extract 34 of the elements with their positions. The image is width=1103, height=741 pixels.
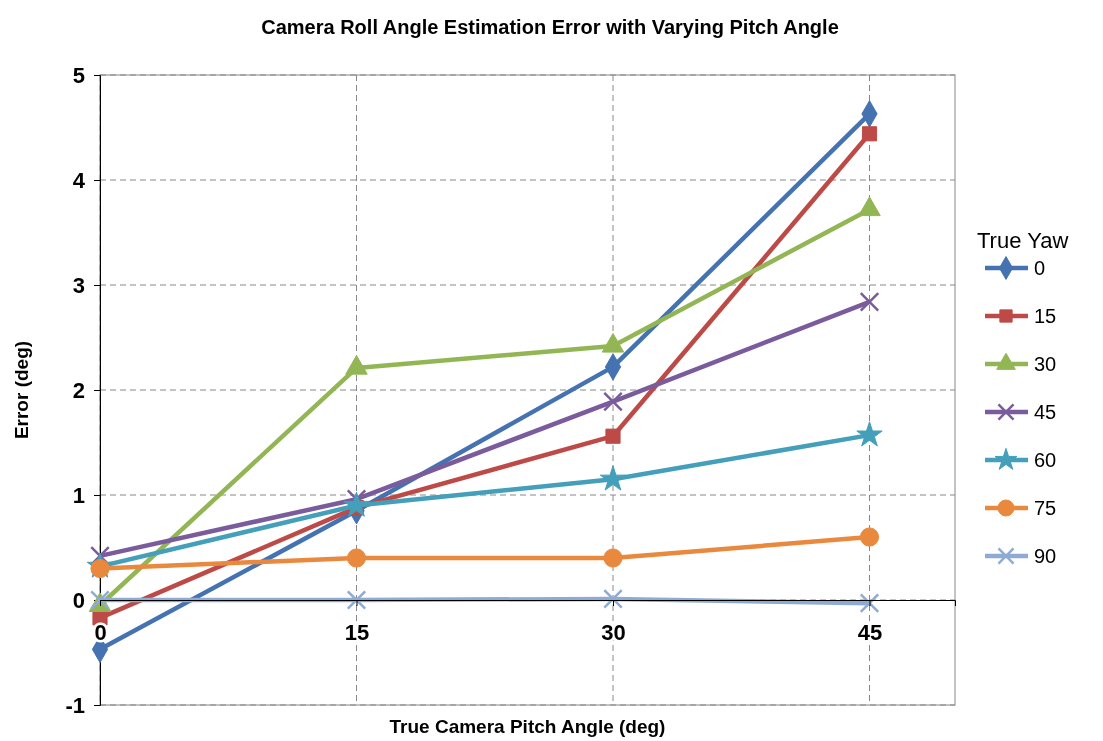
legend-label: 45: [1034, 401, 1057, 423]
y-tick-label: 3: [72, 272, 85, 298]
point: [856, 421, 883, 447]
point: [603, 588, 623, 609]
y-tick-label: 1: [72, 482, 85, 508]
point: [346, 548, 367, 568]
point: [599, 465, 627, 491]
y-axis-title: Error (deg): [11, 340, 32, 440]
legend-label: 30: [1034, 353, 1057, 375]
x-tick-label: 30: [601, 619, 626, 645]
y-tick-label: 4: [72, 167, 86, 193]
point: [603, 548, 623, 568]
legend-label: 15: [1034, 305, 1057, 327]
legend-label: 60: [1034, 449, 1057, 471]
y-tick-label: 0: [72, 587, 85, 613]
point: [859, 291, 880, 312]
legend-label: 75: [1034, 497, 1057, 519]
x-tick-label: 45: [857, 619, 883, 645]
legend-label: 90: [1034, 545, 1057, 567]
x-tick-label: 15: [344, 619, 370, 645]
y-tick-label: -1: [65, 692, 85, 718]
point: [343, 491, 370, 517]
y-tick-label: 2: [72, 377, 85, 403]
y-tick-label: 5: [72, 62, 85, 88]
chart-title: Camera Roll Angle Estimation Error with Varying Pitch Angle: [261, 16, 839, 38]
point: [603, 391, 623, 412]
point: [859, 527, 880, 547]
legend-label: 0: [1034, 257, 1046, 279]
point: [605, 428, 621, 444]
point: [859, 593, 880, 614]
point: [346, 590, 367, 610]
legend-title: True Yaw: [977, 228, 1069, 253]
x-axis-title: True Camera Pitch Angle (deg): [389, 716, 666, 737]
point: [861, 126, 878, 142]
